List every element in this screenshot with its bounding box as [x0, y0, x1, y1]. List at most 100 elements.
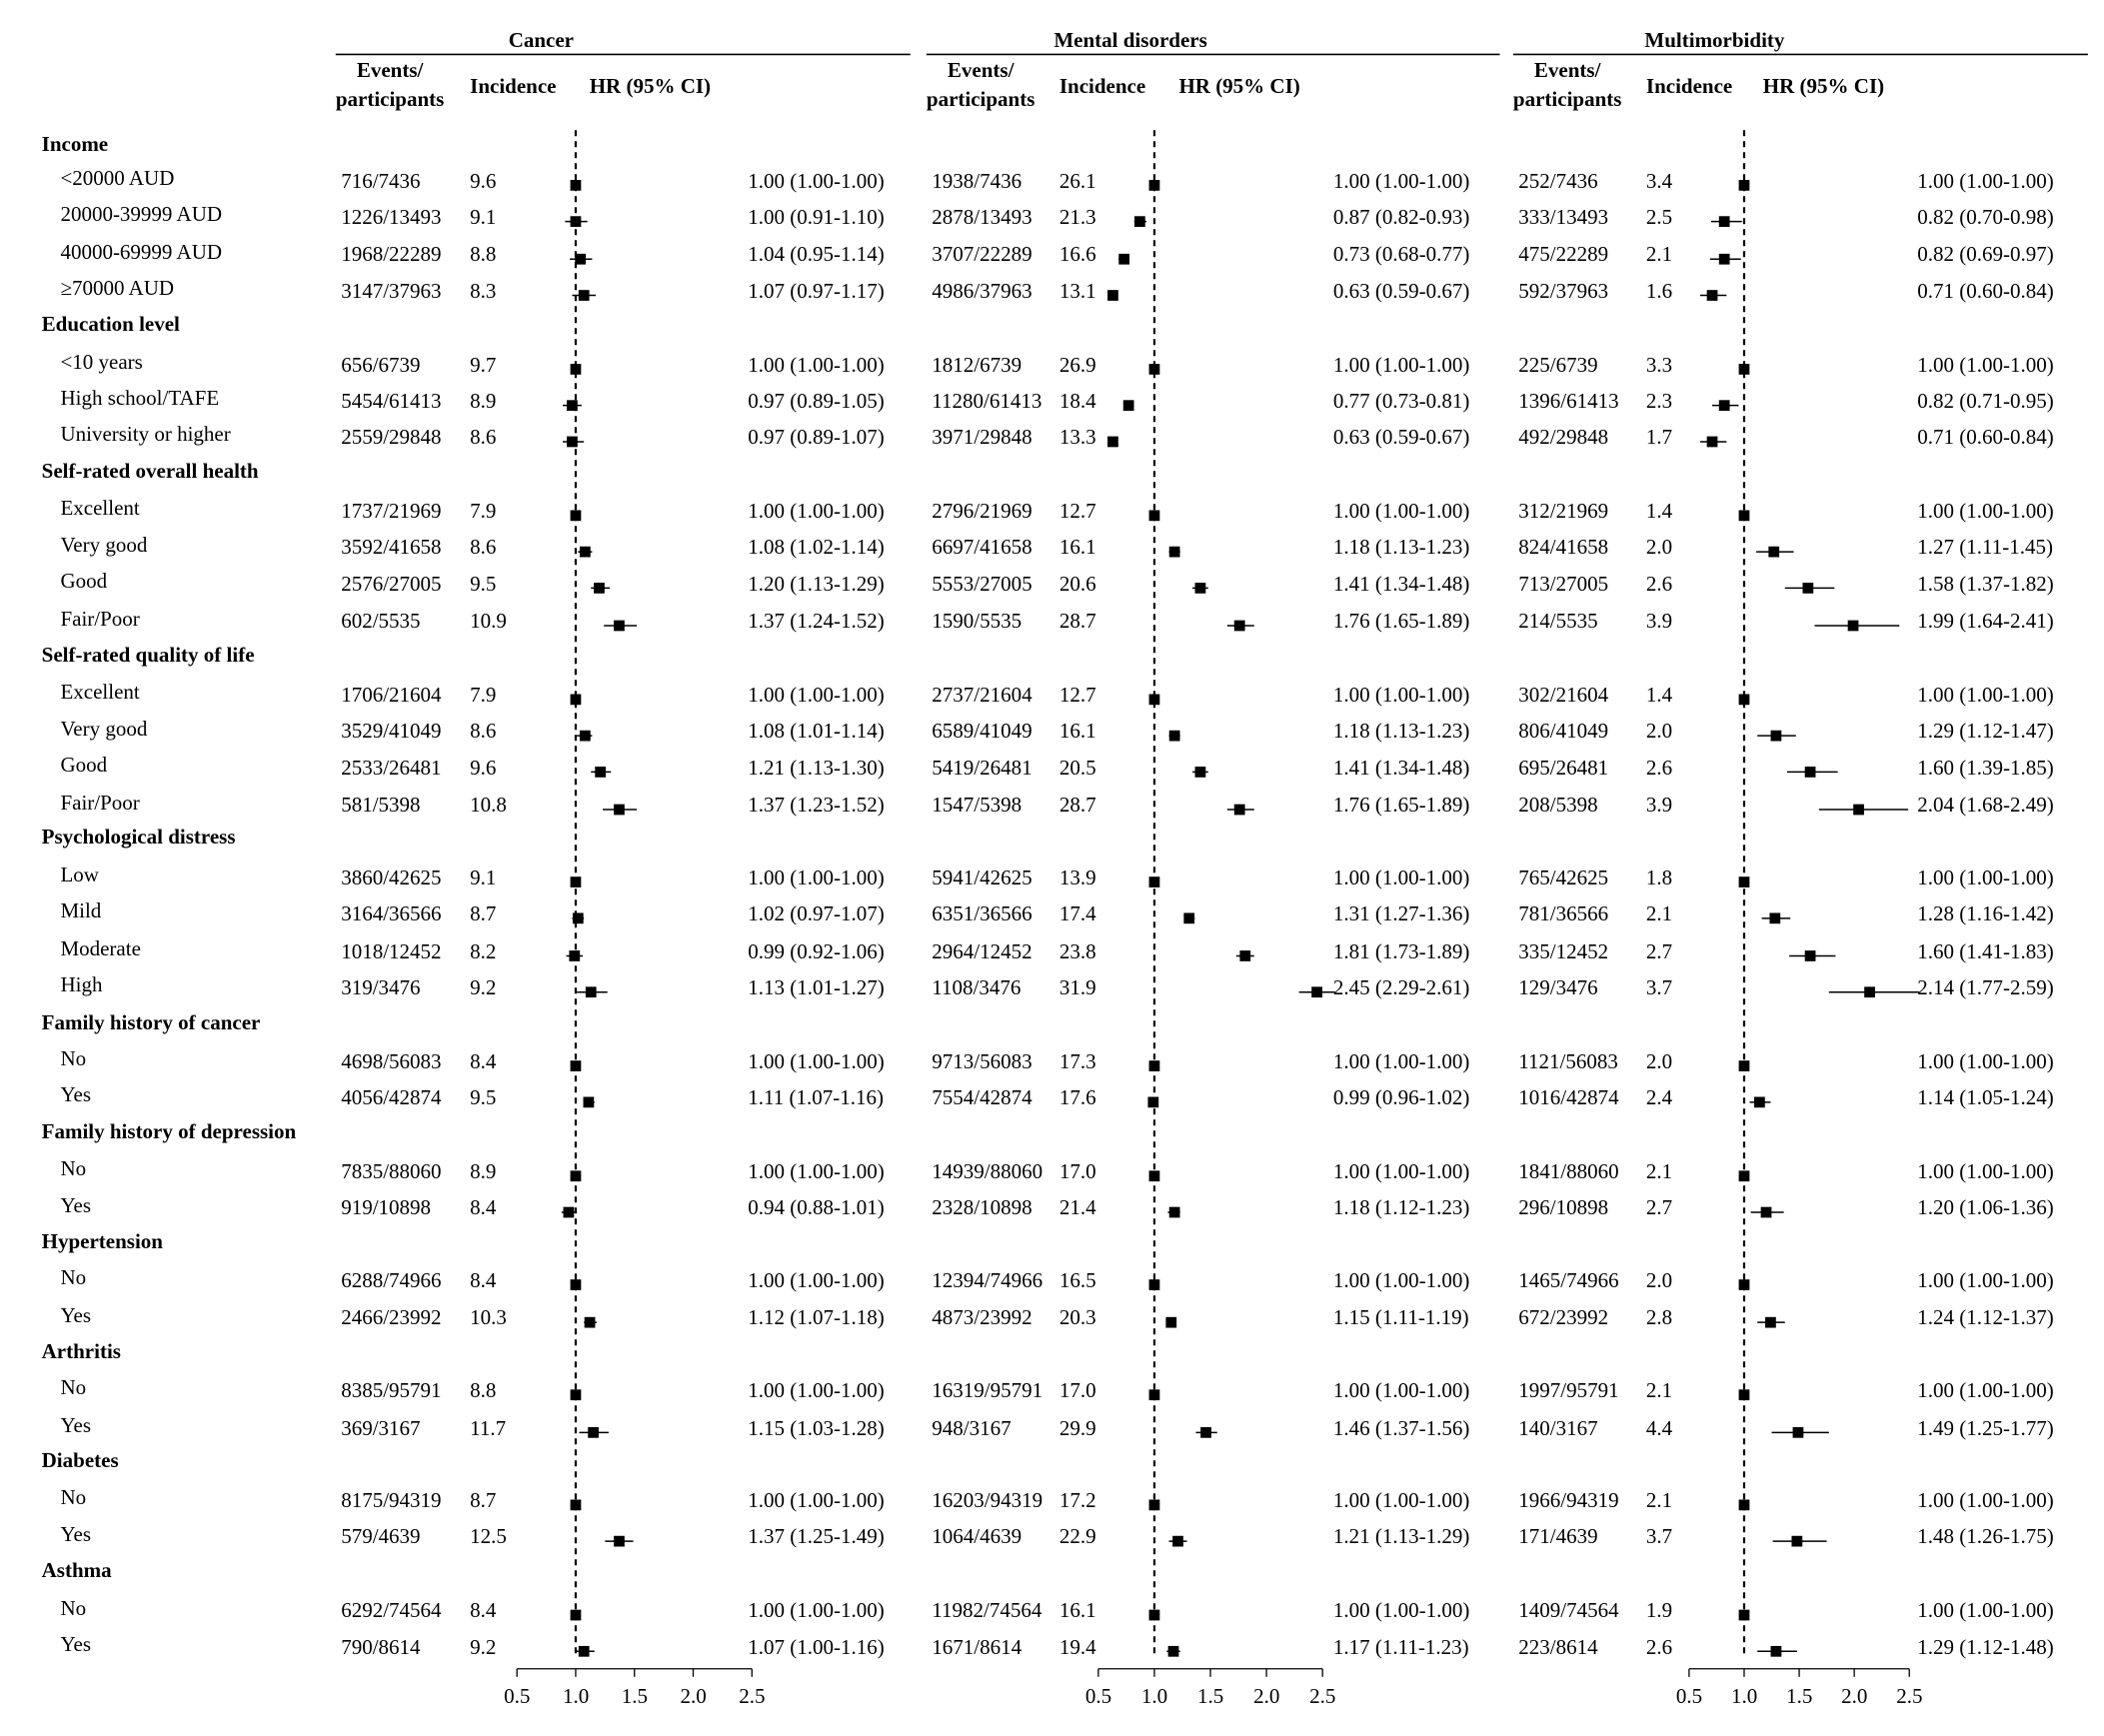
events-cell: 2559/29848 [341, 425, 442, 450]
events-cell: 4986/37963 [932, 278, 1033, 303]
incidence-cell: 28.7 [1058, 793, 1096, 818]
incidence-cell: 8.6 [470, 719, 497, 744]
row-label: No [60, 1046, 87, 1071]
hr-point-estimate [570, 180, 582, 191]
events-cell: 1966/94319 [1518, 1488, 1619, 1513]
events-cell: 919/10898 [341, 1195, 432, 1220]
hr-ci-cell: 1.00 (1.00-1.00) [1917, 1267, 2054, 1292]
events-cell: 4873/23992 [932, 1305, 1033, 1330]
events-cell: 2533/26481 [341, 755, 442, 780]
incidence-cell: 2.1 [1645, 1488, 1673, 1513]
incidence-cell: 18.4 [1058, 388, 1096, 413]
row-label: 20000-39999 AUD [60, 202, 223, 227]
events-cell: 12394/74966 [932, 1267, 1044, 1292]
row-label: Yes [60, 1302, 91, 1327]
incidence-cell: 13.9 [1058, 865, 1096, 889]
hr-point-estimate [1148, 694, 1160, 706]
hr-ci-cell: 1.76 (1.65-1.89) [1332, 609, 1470, 634]
row-label: <20000 AUD [60, 165, 175, 190]
hr-point-estimate [570, 364, 582, 375]
hr-ci-cell: 0.87 (0.82-0.93) [1332, 204, 1470, 229]
events-cell: 11982/74564 [932, 1598, 1043, 1623]
hr-point-estimate [567, 400, 578, 412]
hr-ci-cell: 1.00 (1.00-1.00) [748, 1377, 885, 1402]
hr-point-estimate [563, 1206, 575, 1218]
hr-ci-cell: 0.94 (0.88-1.01) [748, 1195, 885, 1220]
hr-point-estimate [1804, 950, 1816, 961]
x-tick-label: 1.0 [1730, 1684, 1758, 1709]
hr-ci-cell: 1.00 (1.00-1.00) [748, 352, 885, 377]
events-cell: 1671/8614 [932, 1634, 1023, 1659]
incidence-cell: 2.0 [1645, 719, 1673, 744]
events-cell: 3971/29848 [932, 425, 1033, 450]
incidence-cell: 8.6 [470, 535, 497, 560]
hr-point-estimate [570, 1389, 582, 1401]
incidence-cell: 10.8 [470, 793, 507, 818]
hr-ci-cell: 0.82 (0.71-0.95) [1917, 388, 2054, 413]
incidence-cell: 11.7 [470, 1415, 507, 1440]
hr-ci-cell: 0.73 (0.68-0.77) [1332, 242, 1470, 267]
events-cell: 672/23992 [1518, 1305, 1609, 1330]
row-label: 40000-69999 AUD [60, 239, 223, 264]
incidence-header: Incidence [1058, 73, 1146, 98]
incidence-cell: 10.9 [470, 609, 507, 634]
events-cell: 5454/61413 [341, 388, 442, 413]
row-label: No [60, 1156, 87, 1181]
events-cell: 312/21969 [1518, 499, 1609, 524]
hr-point-estimate [1769, 912, 1781, 924]
events-cell: 716/7436 [341, 168, 421, 193]
incidence-cell: 1.4 [1645, 683, 1673, 708]
hr-ci-cell: 1.00 (1.00-1.00) [1332, 352, 1470, 377]
events-cell: 129/3476 [1518, 974, 1598, 999]
hr-point-estimate [1133, 216, 1145, 228]
hr-point-estimate [578, 1645, 590, 1657]
events-cell: 1226/13493 [341, 204, 442, 229]
events-cell: 9713/56083 [932, 1048, 1033, 1073]
events-cell: 1018/12452 [341, 938, 442, 963]
incidence-cell: 16.1 [1058, 1598, 1096, 1623]
incidence-header: Incidence [1645, 73, 1733, 98]
incidence-cell: 2.4 [1645, 1085, 1673, 1110]
row-label: Fair/Poor [60, 606, 140, 631]
hr-point-estimate [572, 912, 584, 924]
events-cell: 1737/21969 [341, 499, 442, 524]
hr-point-estimate [1233, 804, 1245, 816]
hr-point-estimate [1738, 1170, 1750, 1182]
events-header-line2: participants [1512, 87, 1622, 112]
hr-ci-cell: 1.37 (1.23-1.52) [748, 793, 885, 818]
incidence-cell: 8.8 [470, 1377, 497, 1402]
events-header-line2: participants [335, 87, 445, 112]
events-cell: 1812/6739 [932, 352, 1023, 377]
row-label: Excellent [60, 496, 140, 521]
incidence-cell: 7.9 [470, 683, 497, 708]
hr-ci-cell: 1.07 (0.97-1.17) [748, 278, 885, 303]
hr-point-estimate [1107, 436, 1118, 448]
hr-ci-cell: 1.00 (1.00-1.00) [1332, 1048, 1470, 1073]
hr-ci-cell: 1.08 (1.02-1.14) [748, 535, 885, 560]
events-cell: 7554/42874 [932, 1085, 1033, 1110]
hr-point-estimate [570, 1609, 582, 1621]
hr-ci-cell: 0.71 (0.60-0.84) [1917, 425, 2054, 450]
hr-point-estimate [1168, 546, 1180, 558]
hr-ci-cell: 1.99 (1.64-2.41) [1917, 609, 2054, 634]
incidence-cell: 2.5 [1645, 204, 1673, 229]
hr-point-estimate [570, 1170, 582, 1182]
incidence-cell: 2.1 [1645, 1377, 1673, 1402]
incidence-cell: 16.6 [1058, 242, 1096, 267]
hr-point-estimate [1168, 1206, 1180, 1218]
hr-point-estimate [1760, 1206, 1772, 1218]
events-cell: 492/29848 [1518, 425, 1609, 450]
group-label: Asthma [41, 1557, 112, 1582]
incidence-cell: 21.4 [1058, 1195, 1096, 1220]
row-label: Excellent [60, 680, 140, 705]
x-tick-label: 2.0 [1841, 1684, 1868, 1709]
incidence-cell: 13.1 [1058, 278, 1096, 303]
row-label: No [60, 1265, 87, 1290]
incidence-cell: 2.1 [1645, 242, 1673, 267]
incidence-cell: 3.7 [1645, 1524, 1673, 1549]
incidence-cell: 13.3 [1058, 425, 1096, 450]
hr-ci-cell: 0.97 (0.89-1.05) [748, 388, 885, 413]
hr-point-estimate [1148, 1170, 1160, 1182]
hr-ci-cell: 1.27 (1.11-1.45) [1917, 535, 2053, 560]
